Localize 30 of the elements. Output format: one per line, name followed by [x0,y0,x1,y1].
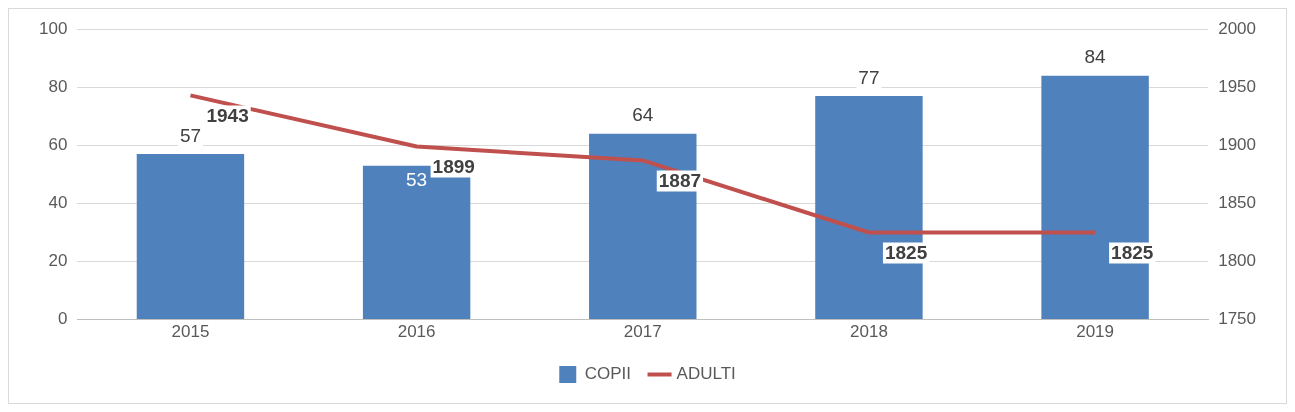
y2-tick-label: 1750 [1218,309,1257,329]
x-tick-label: 2018 [850,322,888,342]
data-label: 77 [858,66,880,88]
data-label: 1887 [658,170,702,192]
data-label: 57 [179,124,202,146]
data-label: 64 [632,104,654,126]
y-tick-label: 60 [48,135,68,155]
y2-tick-label: 2000 [1218,18,1257,38]
y-tick-label: 100 [38,18,68,38]
data-label: 53 [406,169,428,191]
y2-tick-label: 1800 [1218,251,1257,271]
data-label: 1943 [206,105,249,127]
data-label: 1825 [884,242,928,264]
data-label: 1899 [432,156,475,178]
y-tick-label: 20 [48,251,68,271]
y2-tick-label: 1950 [1218,76,1257,96]
legend-label: ADULTI [676,364,736,384]
y-tick-label: 0 [57,309,68,329]
y2-tick-label: 1900 [1218,135,1257,155]
x-tick-label: 2019 [1076,322,1115,342]
x-tick-label: 2015 [171,322,210,342]
x-tick-label: 2017 [623,322,662,342]
data-label: 1825 [1111,242,1154,264]
bar [136,154,245,320]
y2-tick-label: 1850 [1218,193,1257,213]
y-tick-label: 80 [48,76,68,96]
legend-label: COPII [584,364,632,384]
y-tick-label: 40 [48,193,68,213]
data-label: 84 [1084,46,1107,68]
x-tick-label: 2016 [397,322,436,342]
